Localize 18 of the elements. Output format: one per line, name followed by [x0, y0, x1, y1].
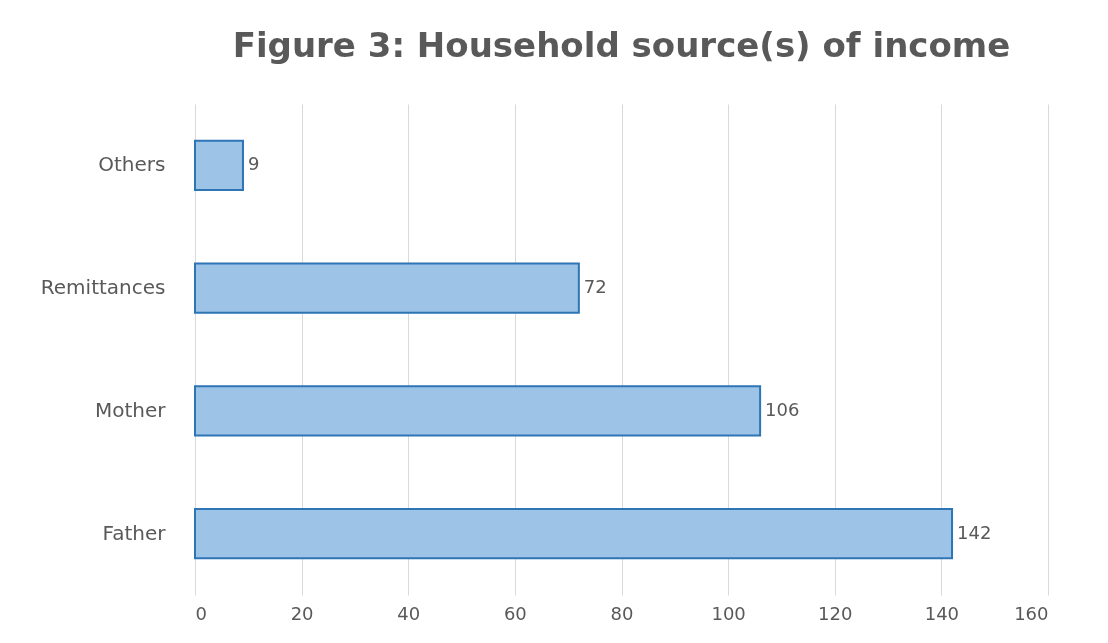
y-tick-label: Others [98, 152, 166, 177]
x-tick-label: 80 [610, 602, 634, 624]
x-tick-label: 60 [503, 602, 527, 624]
data-label: 72 [583, 276, 607, 298]
x-tick-label: 20 [290, 602, 314, 624]
y-tick-label: Father [102, 520, 167, 545]
data-label: 106 [765, 398, 800, 420]
chart-title: Figure 3: Household source(s) of income [232, 25, 1011, 65]
x-tick-label: 0 [195, 602, 207, 624]
data-label: 142 [957, 521, 992, 543]
x-tick-label: 120 [818, 602, 853, 624]
x-tick-label: 140 [924, 602, 960, 624]
x-tick-label: 160 [1014, 602, 1049, 624]
data-label: 9 [247, 153, 260, 175]
y-tick-label: Mother [94, 397, 167, 422]
y-tick-label: Remittances [40, 275, 166, 300]
x-tick-label: 100 [711, 602, 746, 624]
x-tick-label: 40 [397, 602, 421, 624]
